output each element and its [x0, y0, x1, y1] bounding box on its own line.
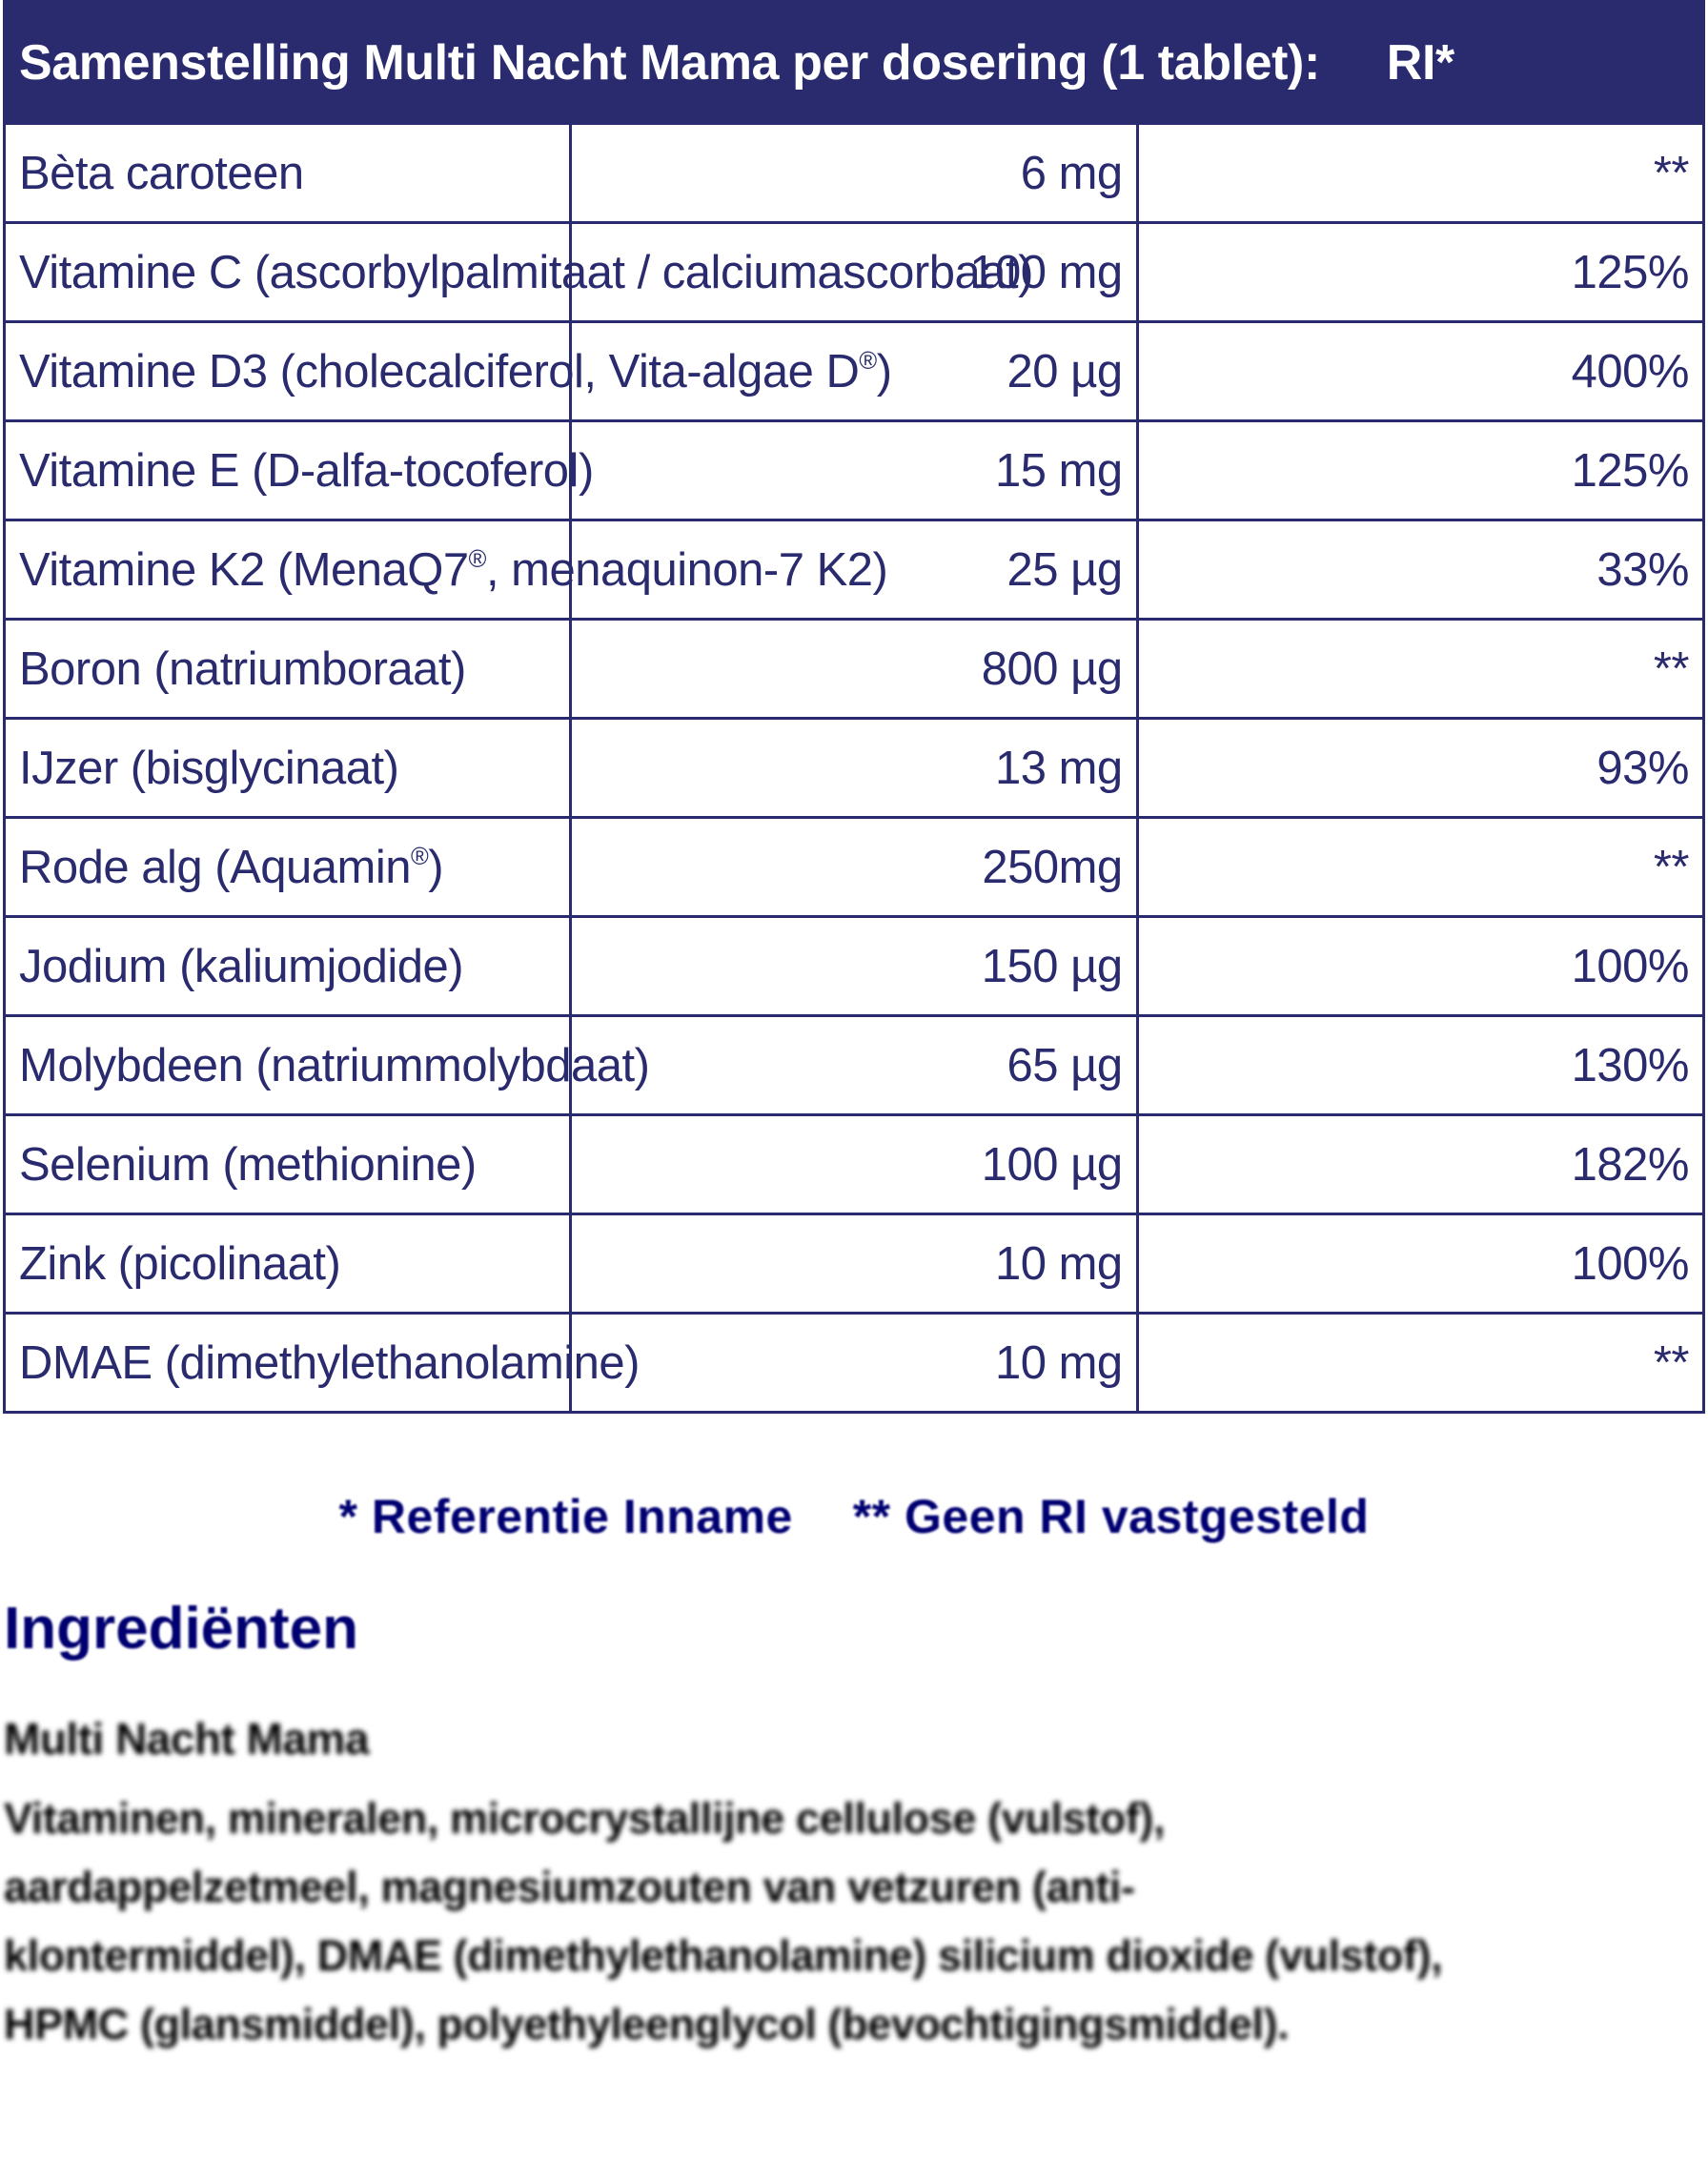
nutrient-name: Bèta caroteen: [2, 122, 573, 224]
nutrient-amount: 25 µg: [569, 519, 1139, 621]
table-row: Jodium (kaliumjodide) 150 µg 100%: [2, 915, 1706, 1017]
ingredients-product-subtitle: Multi Nacht Mama: [4, 1714, 370, 1763]
nutrient-name: Zink (picolinaat): [2, 1213, 573, 1315]
ingredients-list: Vitaminen, mineralen, microcrystallijne …: [4, 1784, 1700, 2059]
nutrient-ri: **: [1135, 1312, 1706, 1414]
table-row: Boron (natriumboraat) 800 µg **: [2, 618, 1706, 720]
table-column-header-ri: RI*: [1135, 0, 1706, 125]
footnote-no-ri: ** Geen RI vastgesteld: [852, 1490, 1370, 1543]
nutrition-facts-table: Samenstelling Multi Nacht Mama per doser…: [2, 0, 1706, 1414]
nutrient-amount: 10 mg: [569, 1213, 1139, 1315]
nutrient-ri: **: [1135, 122, 1706, 224]
table-row: Vitamine C (ascorbylpalmitaat / calciuma…: [2, 221, 1706, 323]
nutrient-ri: 130%: [1135, 1014, 1706, 1116]
ingredients-heading: Ingrediënten: [4, 1596, 359, 1662]
nutrient-amount: 20 µg: [569, 320, 1139, 422]
ingredients-line: HPMC (glansmiddel), polyethyleenglycol (…: [4, 2000, 1290, 2049]
table-head: Samenstelling Multi Nacht Mama per doser…: [3, 0, 1706, 125]
table-row: Vitamine D3 (cholecalciferol, Vita-algae…: [2, 320, 1706, 422]
nutrient-name: Boron (natriumboraat): [2, 618, 573, 720]
nutrient-name: Rode alg (Aquamin®): [2, 816, 573, 918]
table-header-row: Samenstelling Multi Nacht Mama per doser…: [3, 0, 1706, 125]
nutrient-name: Vitamine K2 (MenaQ7®, menaquinon-7 K2): [2, 519, 888, 621]
table-row: DMAE (dimethylethanolamine) 10 mg **: [2, 1312, 1706, 1414]
nutrient-ri: 93%: [1135, 717, 1706, 819]
nutrient-ri: 400%: [1135, 320, 1706, 422]
nutrient-amount: 13 mg: [569, 717, 1139, 819]
ingredients-line: Vitaminen, mineralen, microcrystallijne …: [4, 1794, 1166, 1843]
nutrient-name: Molybdeen (natriummolybdaat): [2, 1014, 650, 1116]
nutrient-amount: 6 mg: [569, 122, 1139, 224]
nutrient-amount: 65 µg: [569, 1014, 1139, 1116]
table-row: IJzer (bisglycinaat) 13 mg 93%: [2, 717, 1706, 819]
nutrient-amount: 100 µg: [569, 1113, 1139, 1215]
table-row: Selenium (methionine) 100 µg 182%: [2, 1113, 1706, 1215]
nutrient-name: DMAE (dimethylethanolamine): [2, 1312, 640, 1414]
ingredients-line: aardappelzetmeel, magnesiumzouten van ve…: [4, 1863, 1135, 1911]
nutrient-name: Vitamine D3 (cholecalciferol, Vita-algae…: [2, 320, 892, 422]
nutrient-ri: **: [1135, 816, 1706, 918]
nutrient-amount: 150 µg: [569, 915, 1139, 1017]
nutrient-amount: 10 mg: [569, 1312, 1139, 1414]
nutrient-ri: **: [1135, 618, 1706, 720]
table-row: Zink (picolinaat) 10 mg 100%: [2, 1213, 1706, 1315]
table-row: Rode alg (Aquamin®) 250mg **: [2, 816, 1706, 918]
table-footnotes: * Referentie Inname ** Geen RI vastgeste…: [0, 1489, 1708, 1544]
nutrient-name: Vitamine E (D-alfa-tocoferol): [2, 419, 594, 521]
nutrient-name: Vitamine C (ascorbylpalmitaat / calciuma…: [2, 221, 1033, 323]
nutrient-amount: 800 µg: [569, 618, 1139, 720]
nutrient-name: Jodium (kaliumjodide): [2, 915, 573, 1017]
table-row: Bèta caroteen 6 mg **: [2, 122, 1706, 224]
ingredients-line: klontermiddel), DMAE (dimethylethanolami…: [4, 1931, 1443, 1980]
nutrient-amount: 100 mg: [569, 221, 1139, 323]
nutrient-amount: 250mg: [569, 816, 1139, 918]
nutrient-ri: 100%: [1135, 1213, 1706, 1315]
nutrient-ri: 125%: [1135, 221, 1706, 323]
footnote-ri: * Referentie Inname: [338, 1490, 793, 1543]
nutrient-ri: 100%: [1135, 915, 1706, 1017]
nutrient-ri: 125%: [1135, 419, 1706, 521]
nutrient-name: IJzer (bisglycinaat): [2, 717, 573, 819]
table-title: Samenstelling Multi Nacht Mama per doser…: [3, 0, 1320, 125]
table-row: Vitamine E (D-alfa-tocoferol) 15 mg 125%: [2, 419, 1706, 521]
nutrient-ri: 33%: [1135, 519, 1706, 621]
table-row: Molybdeen (natriummolybdaat) 65 µg 130%: [2, 1014, 1706, 1116]
nutrient-name: Selenium (methionine): [2, 1113, 573, 1215]
nutrient-amount: 15 mg: [569, 419, 1139, 521]
table-body: Bèta caroteen 6 mg ** Vitamine C (ascorb…: [2, 122, 1706, 1414]
nutrient-ri: 182%: [1135, 1113, 1706, 1215]
table-row: Vitamine K2 (MenaQ7®, menaquinon-7 K2) 2…: [2, 519, 1706, 621]
